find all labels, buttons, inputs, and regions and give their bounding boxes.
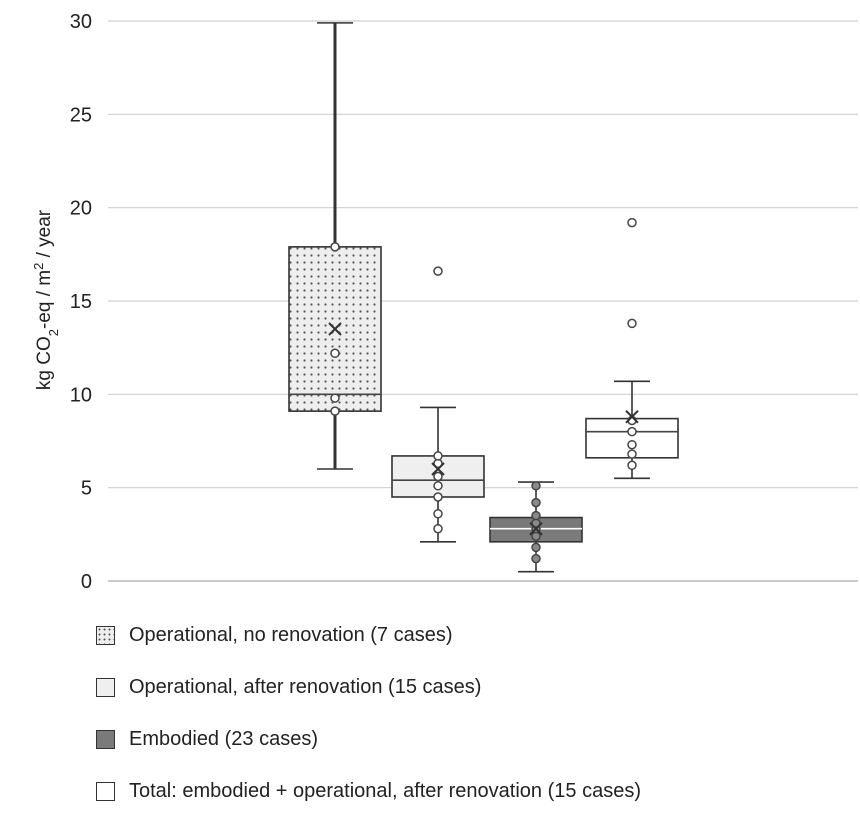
mean-marker-stroke <box>431 462 445 476</box>
data-point <box>531 481 541 491</box>
box-3 <box>489 481 583 573</box>
legend-item-operational-after-renovation: Operational, after renovation (15 cases) <box>96 674 836 701</box>
legend-label: Operational, after renovation (15 cases) <box>129 676 482 698</box>
data-point <box>433 471 443 482</box>
mean-marker-stroke <box>625 410 639 424</box>
outlier-point <box>627 318 637 329</box>
y-tick-label: 0 <box>81 571 92 593</box>
legend-swatch-dark <box>96 730 115 749</box>
data-point <box>627 449 637 459</box>
y-tick-label: 30 <box>70 11 92 33</box>
legend-swatch-dotted <box>96 626 115 645</box>
mean-marker-stroke <box>328 322 342 336</box>
legend-label: Embodied (23 cases) <box>129 728 318 750</box>
data-point <box>330 406 340 416</box>
legend-swatch-light <box>96 678 115 697</box>
box-4 <box>585 217 679 480</box>
outlier-point <box>433 266 443 276</box>
outlier-point <box>627 217 637 228</box>
box-plot-chart: 0 5 10 15 20 25 30 kg CO2-eq / m2 / year <box>31 11 858 593</box>
mean-marker <box>328 322 342 336</box>
box-2 <box>391 266 485 543</box>
data-point <box>330 348 340 359</box>
data-point <box>531 510 541 521</box>
y-tick-label: 15 <box>70 291 92 313</box>
legend-swatch-white <box>96 782 115 801</box>
legend-label: Total: embodied + operational, after ren… <box>129 780 641 802</box>
data-point <box>330 393 340 403</box>
y-tick-label: 5 <box>81 478 92 500</box>
mean-marker <box>529 522 543 536</box>
data-point <box>433 492 443 502</box>
legend: Operational, no renovation (7 cases) Ope… <box>96 622 836 830</box>
y-tick-label: 20 <box>70 198 92 220</box>
data-point <box>531 553 541 564</box>
legend-item-total: Total: embodied + operational, after ren… <box>96 778 836 805</box>
box-1 <box>288 22 382 470</box>
y-axis-title: kg CO2-eq / m2 / year <box>31 209 61 390</box>
data-point <box>433 451 443 461</box>
data-point <box>433 509 443 519</box>
data-point <box>433 481 443 491</box>
data-point <box>627 460 637 471</box>
legend-item-operational-no-renovation: Operational, no renovation (7 cases) <box>96 622 836 649</box>
data-point <box>627 426 637 437</box>
y-axis-ticks: 0 5 10 15 20 25 30 <box>70 11 92 593</box>
mean-marker-stroke <box>529 522 543 536</box>
y-tick-label: 25 <box>70 104 92 126</box>
data-point <box>531 542 541 553</box>
gridlines <box>108 20 858 582</box>
data-point <box>433 523 443 534</box>
mean-marker <box>625 410 639 424</box>
box-series <box>288 22 679 573</box>
legend-label: Operational, no renovation (7 cases) <box>129 624 453 646</box>
data-point <box>531 497 541 508</box>
y-tick-label: 10 <box>70 384 92 406</box>
data-point <box>627 439 637 450</box>
data-point <box>330 242 340 252</box>
mean-marker <box>431 462 445 476</box>
legend-item-embodied: Embodied (23 cases) <box>96 726 836 753</box>
